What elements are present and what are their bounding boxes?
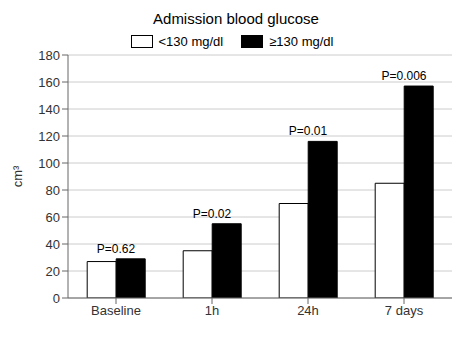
html-text:<130 mg/dl: <130 mg/dl bbox=[158, 34, 224, 49]
svg-text:20: 20 bbox=[46, 264, 60, 279]
svg-text:0: 0 bbox=[53, 291, 60, 306]
html-text:Admission blood glucose: Admission blood glucose bbox=[153, 10, 319, 27]
svg-text:140: 140 bbox=[38, 102, 60, 117]
svg-text:60: 60 bbox=[46, 210, 60, 225]
svg-text:P=0.01: P=0.01 bbox=[289, 124, 328, 138]
svg-text:40: 40 bbox=[46, 237, 60, 252]
svg-text:cm³: cm³ bbox=[10, 165, 25, 187]
svg-text:7 days: 7 days bbox=[385, 303, 424, 318]
svg-text:80: 80 bbox=[46, 183, 60, 198]
svg-text:P=0.02: P=0.02 bbox=[193, 207, 232, 221]
svg-text:100: 100 bbox=[38, 156, 60, 171]
svg-text:120: 120 bbox=[38, 129, 60, 144]
svg-text:P=0.62: P=0.62 bbox=[97, 242, 136, 256]
svg-text:24h: 24h bbox=[297, 303, 319, 318]
svg-text:Baseline: Baseline bbox=[91, 303, 141, 318]
svg-text:P=0.006: P=0.006 bbox=[381, 69, 426, 83]
svg-text:160: 160 bbox=[38, 75, 60, 90]
svg-text:180: 180 bbox=[38, 48, 60, 63]
html-text:≥130 mg/dl: ≥130 mg/dl bbox=[269, 34, 334, 49]
svg-text:1h: 1h bbox=[205, 303, 219, 318]
